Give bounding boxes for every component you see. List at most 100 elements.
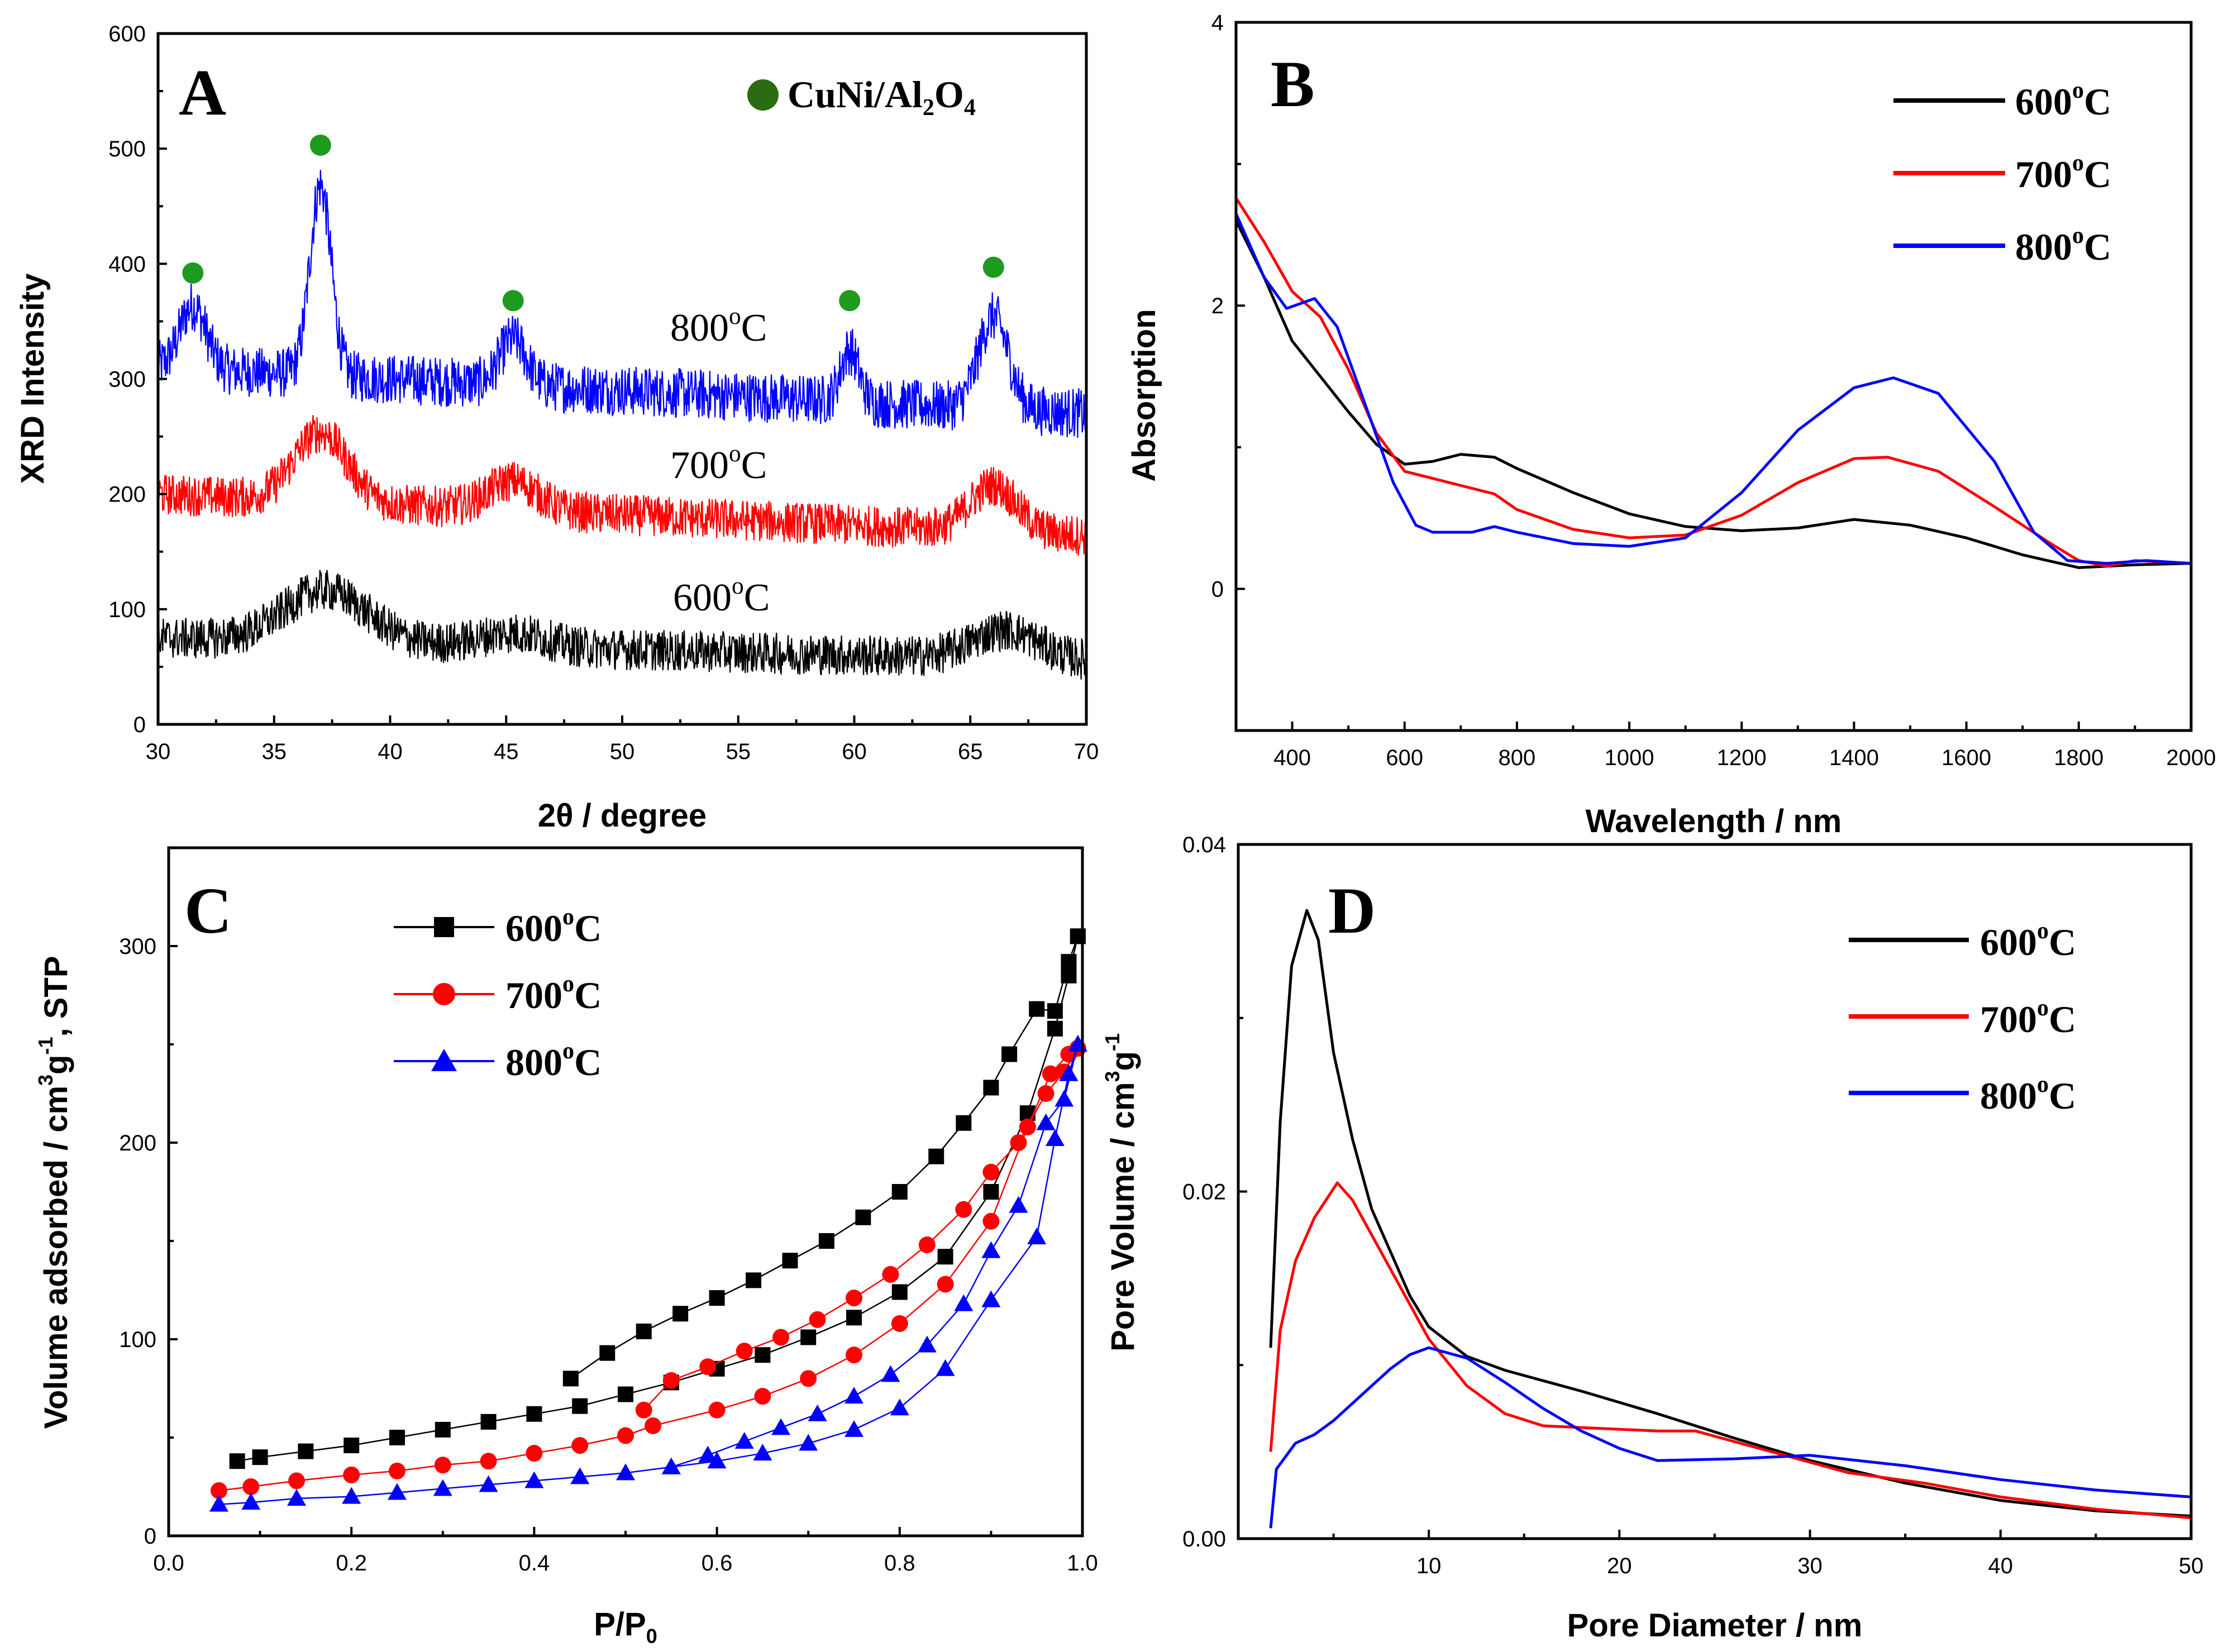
panel-c-point-600: [599, 1345, 615, 1361]
panel-c-point-700: [754, 1388, 771, 1405]
panel-c-point-800: [881, 1365, 900, 1382]
panel-d-legend: 600oC 700oC 800oC: [1849, 918, 2076, 1117]
panel-c-point-700: [937, 1276, 954, 1293]
panel-b-xtick-label: 1400: [1829, 746, 1879, 770]
panel-c-point-700: [846, 1347, 862, 1364]
panel-c-legend: 600oC 700oC 800oC: [394, 904, 602, 1083]
panel-c-ticks: 0.0 0.2 0.4 0.6 0.8 1.0 0 100 200 300: [119, 934, 1098, 1575]
panel-d-xtick-label: 50: [2179, 1554, 2204, 1578]
panel-c-xtick-label: 0.4: [519, 1551, 550, 1575]
panel-d-xtick-label: 40: [1988, 1554, 2013, 1578]
panel-c-desorption-line-600: [570, 935, 1079, 1379]
panel-a-legend-marker: [747, 79, 779, 111]
panel-a-series-600: [157, 570, 1087, 680]
panel-a-phase-markers: [182, 134, 1004, 312]
panel-c-legend-marker-800: [431, 1049, 457, 1071]
panel-d-y-axis-label: Pore Volume / cm3g-1: [1101, 1033, 1141, 1352]
panel-c-point-600: [636, 1323, 652, 1339]
panel-a-xtick-label: 30: [146, 739, 171, 764]
panel-d-x-axis-label: Pore Diameter / nm: [1567, 1607, 1863, 1644]
panel-c-point-600: [252, 1449, 268, 1465]
panel-c-point-800: [1059, 1064, 1079, 1081]
panel-c-point-800: [1036, 1113, 1056, 1130]
panel-c-point-800: [209, 1495, 228, 1512]
panel-c-point-600: [800, 1329, 817, 1345]
panel-c-point-800: [890, 1398, 909, 1416]
panel-d-ytick-label: 0.00: [1182, 1527, 1226, 1551]
panel-c-point-600: [343, 1438, 360, 1454]
panel-c-point-600: [855, 1209, 871, 1225]
panel-c-y-axis-label: Volume adsorbed / cm3g-1, STP: [34, 956, 74, 1429]
panel-c-legend-600: 600oC: [505, 904, 602, 949]
panel-c-point-800: [981, 1241, 1001, 1258]
panel-c-legend-800: 800oC: [505, 1038, 602, 1083]
panel-c-point-600: [389, 1430, 405, 1445]
panel-c-point-800: [1027, 1227, 1047, 1244]
panel-c-point-800: [954, 1294, 974, 1311]
panel-a-label-700: 700oC: [670, 440, 767, 487]
panel-c-point-600: [846, 1310, 862, 1326]
panel-c-point-800: [1055, 1090, 1074, 1107]
panel-a-ytick-label: 100: [108, 598, 146, 622]
panel-a-series-group: [157, 170, 1087, 680]
panel-c-point-700: [772, 1329, 790, 1346]
panel-c-point-800: [661, 1457, 681, 1474]
panel-b-absorption: 400 600 800 1000 1200 1400 1600 1800 2000 0 2 4 B 6…: [1126, 11, 2216, 839]
panel-c-series-group: [209, 928, 1087, 1512]
panel-c-point-600: [928, 1148, 944, 1164]
panel-c-adsorption-line-600: [237, 936, 1079, 1462]
panel-c-desorption-line-800: [671, 1044, 1079, 1468]
panel-a-ytick-label: 300: [108, 367, 146, 392]
panel-a-phase-marker: [502, 290, 524, 312]
panel-c-point-600: [983, 1184, 999, 1200]
panel-b-series-800: [1234, 213, 2192, 565]
panel-b-xtick-label: 800: [1499, 746, 1536, 770]
panel-c-point-600: [435, 1421, 451, 1438]
panel-b-y-axis-label: Absorption: [1126, 309, 1162, 481]
panel-c-point-700: [635, 1401, 652, 1419]
panel-c-point-600: [782, 1253, 798, 1269]
panel-c-isotherm: 0.0 0.2 0.4 0.6 0.8 1.0 0 100 200 300 C 600oC 700…: [34, 846, 1098, 1648]
panel-c-point-800: [844, 1387, 863, 1404]
panel-c-point-800: [917, 1335, 937, 1353]
panel-c-point-800: [707, 1452, 727, 1469]
panel-c-point-600: [937, 1249, 953, 1265]
panel-c-point-700: [210, 1482, 227, 1500]
panel-c-point-600: [1061, 954, 1077, 970]
panel-c-point-700: [288, 1472, 306, 1489]
panel-c-point-700: [571, 1437, 589, 1454]
panel-c-point-600: [480, 1414, 497, 1430]
panel-c-point-800: [981, 1290, 1001, 1307]
panel-c-point-700: [242, 1478, 260, 1495]
panel-c-point-800: [241, 1493, 261, 1510]
panel-c-point-700: [1010, 1134, 1027, 1151]
panel-d-legend-700: 700oC: [1980, 995, 2076, 1040]
panel-c-adsorption-line-700: [218, 1047, 1079, 1492]
panel-c-point-700: [343, 1466, 360, 1483]
panel-b-ytick-label: 0: [1211, 577, 1224, 601]
panel-c-point-800: [771, 1418, 791, 1435]
panel-c-point-600: [229, 1453, 245, 1469]
panel-a-xtick-label: 55: [726, 739, 751, 764]
panel-a-legend-text: CuNi/Al2O4: [788, 73, 976, 121]
panel-c-point-600: [1047, 1020, 1063, 1037]
panel-b-legend-600: 600oC: [2015, 77, 2111, 123]
panel-c-point-700: [699, 1358, 717, 1376]
panel-b-plot-frame: [1234, 21, 2193, 732]
panel-c-point-600: [709, 1290, 725, 1306]
panel-a-phase-marker: [982, 256, 1004, 278]
panel-c-point-600: [891, 1184, 908, 1200]
panel-c-point-600: [755, 1347, 771, 1363]
panel-c-legend-700: 700oC: [505, 971, 602, 1016]
panel-c-point-800: [616, 1463, 635, 1481]
panel-c-point-700: [480, 1453, 497, 1470]
panel-a-xtick-label: 70: [1074, 739, 1099, 764]
panel-c-point-600: [672, 1306, 689, 1322]
panel-a-ytick-label: 400: [108, 252, 146, 276]
panel-c-xtick-label: 0.6: [702, 1551, 733, 1575]
panel-c-point-800: [388, 1483, 407, 1500]
panel-b-ytick-label: 2: [1211, 294, 1224, 318]
panel-c-point-700: [662, 1372, 680, 1389]
panel-c-point-600: [1047, 1003, 1063, 1019]
